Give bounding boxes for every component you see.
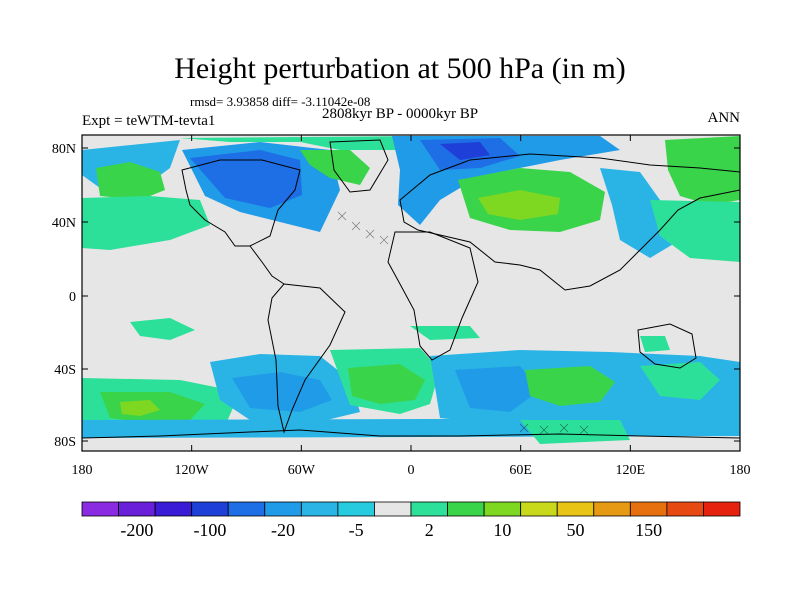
- x-tick-label: 0: [408, 463, 415, 478]
- colorbar-box: [520, 501, 558, 517]
- colorbar-box: [81, 501, 119, 517]
- coast-south-america: [267, 283, 346, 434]
- coast-greenland: [329, 139, 389, 193]
- y-tick-label: 40S: [54, 363, 76, 378]
- coast-central-america: [249, 245, 285, 285]
- field-pacific-green: [96, 162, 165, 200]
- colorbar-boxes: [81, 501, 741, 517]
- x-axis: 180 120W 60W 0 60E 120E 180: [72, 135, 751, 478]
- field-africa-teal: [410, 326, 480, 340]
- period-label: 2808kyr BP - 0000kyr BP: [322, 106, 479, 122]
- field-tasman-teal: [640, 362, 720, 400]
- colorbar-label: 150: [635, 520, 662, 540]
- colorbar-box: [629, 501, 668, 517]
- colorbar-box: [410, 501, 448, 517]
- colorbar-box: [227, 501, 266, 517]
- y-tick-label: 40N: [52, 216, 76, 231]
- colorbar-box: [666, 501, 704, 517]
- colorbar-box: [556, 501, 595, 517]
- stats-line: rmsd= 3.93858 diff= -3.11042e-08: [190, 94, 371, 109]
- y-tick-label: 80S: [54, 435, 76, 450]
- colorbar-label: 10: [493, 520, 511, 540]
- coast-north-america: [181, 159, 301, 247]
- x-tick-label: 60W: [288, 463, 316, 478]
- x-tick-label: 180: [730, 463, 751, 478]
- field-asia-yellow: [478, 190, 560, 220]
- colorbar-box: [337, 501, 375, 517]
- x-tick-label: 180: [72, 463, 93, 478]
- colorbar-box: [374, 501, 412, 517]
- significance-hatching: [337, 211, 589, 435]
- y-axis: 80N 40N 0 40S 80S: [52, 142, 740, 450]
- field-south-pacific-teal-small: [130, 318, 195, 340]
- x-tick-label: 120W: [175, 463, 210, 478]
- field-north-america-dark: [190, 150, 302, 208]
- colorbar-label: 50: [567, 520, 585, 540]
- colorbar-box: [300, 501, 339, 517]
- colorbar-box: [118, 501, 156, 517]
- coast-australia: [637, 323, 697, 369]
- plot-title: Height perturbation at 500 hPa (in m): [174, 52, 626, 85]
- coast-africa: [387, 231, 479, 361]
- field-atlantic-green: [300, 150, 370, 185]
- coast-antarctica: [82, 429, 740, 439]
- colorbar-box: [191, 501, 229, 517]
- colorbar-labels: -200 -100 -20 -5 2 10 50 150: [120, 520, 662, 540]
- field-south-america-blue: [232, 372, 332, 412]
- field-indian-blue: [455, 366, 540, 412]
- coast-europe-asia: [399, 153, 740, 291]
- experiment-label: Expt = teWTM-tevta1: [82, 113, 216, 129]
- field-indian-green: [525, 366, 615, 406]
- field-antarctic-teal: [520, 420, 630, 444]
- colorbar-label: -5: [349, 520, 364, 540]
- field-south-atlantic-green: [348, 364, 425, 404]
- colorbar-label: -20: [271, 520, 295, 540]
- y-tick-label: 0: [69, 290, 76, 305]
- field-pacific-teal: [82, 196, 210, 250]
- x-tick-label: 60E: [509, 463, 532, 478]
- field-western-australia-teal: [640, 336, 670, 352]
- colorbar-box: [593, 501, 631, 517]
- colorbar-box: [447, 501, 485, 517]
- x-tick-label: 120E: [616, 463, 646, 478]
- colorbar-label: -200: [120, 520, 153, 540]
- season-label: ANN: [707, 110, 741, 126]
- field-eurasia-deep: [440, 142, 490, 160]
- field-ne-green: [665, 136, 740, 205]
- colorbar-box: [703, 501, 741, 517]
- field-south-pacific-yellow: [120, 400, 160, 416]
- colorbar-box: [264, 501, 302, 517]
- coastlines: [82, 139, 740, 439]
- colorbar-box: [154, 501, 193, 517]
- colorbar-label: 2: [425, 520, 434, 540]
- colorbar-box: [483, 501, 522, 517]
- y-tick-label: 80N: [52, 142, 76, 157]
- colorbar-label: -100: [193, 520, 226, 540]
- field-arctic-teal: [180, 136, 420, 150]
